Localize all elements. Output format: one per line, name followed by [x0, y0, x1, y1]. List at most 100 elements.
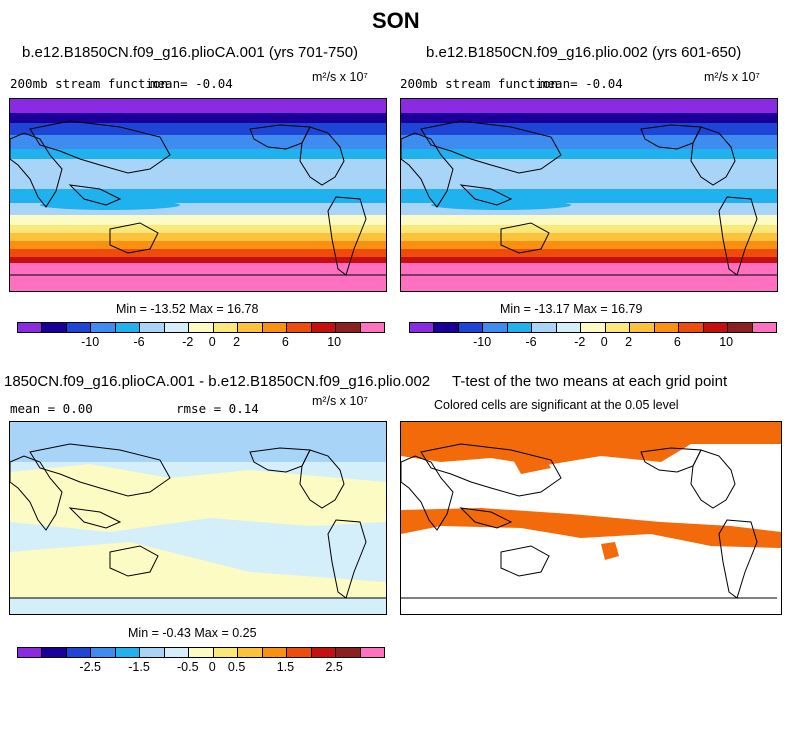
colorbar-swatch: [140, 648, 165, 657]
coastline-5: [68, 507, 122, 529]
panel3-title: 1850CN.f09_g16.plioCA.001 - b.e12.B1850C…: [4, 373, 431, 390]
colorbar-swatch: [605, 323, 631, 332]
panel4-title: T-test of the two means at each grid poi…: [452, 373, 728, 390]
colorbar-bottom: [17, 647, 385, 658]
contour-band-5: [10, 159, 386, 189]
colorbar-tick-label: -2: [574, 335, 586, 349]
coastline-2: [401, 455, 454, 531]
coastline-0: [299, 126, 345, 186]
panel3-units: m²/s x 10⁷: [312, 394, 368, 408]
colorbar-tick-label: 0: [208, 335, 216, 349]
figure-title: SON: [372, 8, 420, 33]
colorbar-swatch: [18, 648, 43, 657]
panel4-map: [400, 421, 782, 615]
sig-north: [401, 422, 781, 466]
colorbar-tick-label: -10: [81, 335, 100, 349]
contour-band-13: [401, 257, 777, 263]
panel2-variable-label: 200mb stream function: [400, 76, 559, 91]
colorbar-swatch: [287, 648, 312, 657]
colorbar-swatch: [189, 648, 214, 657]
colorbar-tick-label: 1.5: [276, 660, 295, 674]
panel3-mean: mean = 0.00: [10, 401, 93, 416]
colorbar-tick-label: 0: [600, 335, 608, 349]
colorbar-swatch: [91, 323, 116, 332]
colorbar-swatch: [728, 323, 753, 332]
colorbar-tick-label: 6: [673, 335, 681, 349]
coastline-6: [640, 124, 702, 150]
contour-band-8: [10, 215, 386, 225]
colorbar-tick-label: -6: [133, 335, 145, 349]
colorbar-swatch: [42, 323, 67, 332]
contour-band-6: [10, 189, 386, 203]
panel1-title: b.e12.B1850CN.f09_g16.plioCA.001 (yrs 70…: [22, 44, 359, 61]
coastline-3: [29, 443, 171, 497]
panel4-significance-field: [401, 422, 781, 599]
coastline-4: [109, 222, 159, 254]
colorbar-swatch: [336, 648, 361, 657]
coastline-4: [500, 222, 550, 254]
contour-band-11: [401, 241, 777, 249]
contour-band-6: [401, 189, 777, 203]
contour-band-1: [10, 113, 386, 123]
colorbar-swatch: [336, 323, 361, 332]
contour-band-9: [401, 225, 777, 233]
colorbar-tick-label: 10: [327, 335, 342, 349]
coastline-2: [10, 455, 63, 531]
colorbar-swatch: [262, 323, 288, 332]
colorbar-tick-label: -2.5: [79, 660, 101, 674]
panel2-mean: mean= -0.04: [540, 76, 623, 91]
panel2-units: m²/s x 10⁷: [704, 70, 760, 84]
sig-south-band: [401, 508, 781, 548]
colorbar-swatch: [410, 323, 435, 332]
colorbar-swatch: [654, 323, 680, 332]
coastline-5: [459, 507, 513, 529]
colorbar-tick-label: -2: [182, 335, 194, 349]
panel1-mean: mean= -0.04: [150, 76, 233, 91]
colorbar-swatch: [262, 648, 288, 657]
contour-band-11: [10, 241, 386, 249]
colorbar-swatch: [66, 648, 92, 657]
panel2-map: [400, 98, 778, 292]
colorbar-swatch: [91, 648, 116, 657]
colorbar-swatch: [703, 323, 729, 332]
coastline-2: [401, 132, 454, 208]
contour-band-4: [401, 149, 777, 159]
contour-cell: [431, 200, 571, 210]
colorbar-tick-label: -6: [525, 335, 537, 349]
colorbar-swatch: [311, 323, 337, 332]
panel2-stats: Min = -13.17 Max = 16.79: [500, 302, 643, 316]
diff-south-positive: [10, 542, 386, 598]
contour-band-12: [10, 249, 386, 257]
contour-band-8: [401, 215, 777, 225]
colorbar-swatch: [140, 323, 165, 332]
colorbar-swatch: [434, 323, 459, 332]
contour-band-10: [10, 233, 386, 241]
colorbar-swatch: [66, 323, 92, 332]
colorbar-tick-label: 2: [233, 335, 241, 349]
colorbar-swatch: [213, 323, 239, 332]
colorbar-swatch: [483, 323, 508, 332]
panel1-units: m²/s x 10⁷: [312, 70, 368, 84]
colorbar-swatch: [507, 323, 533, 332]
contour-band-0: [401, 99, 777, 113]
colorbar-tick-label: 0: [208, 660, 216, 674]
colorbar-tick-label: 2.5: [325, 660, 343, 674]
panel3-map: [9, 421, 387, 615]
contour-band-9: [10, 225, 386, 233]
contour-band-14: [401, 263, 777, 291]
contour-band-1: [401, 113, 777, 123]
contour-band-3: [401, 135, 777, 149]
colorbar-swatch: [189, 323, 214, 332]
contour-band-5: [401, 159, 777, 189]
colorbar-tick-label: 2: [625, 335, 633, 349]
panel1-map: [9, 98, 387, 292]
coastline-5: [459, 184, 513, 206]
colorbar-swatch: [115, 323, 141, 332]
colorbar-swatch: [630, 323, 655, 332]
diff-north-band: [10, 422, 386, 462]
panel1-variable-label: 200mb stream function: [10, 76, 169, 91]
colorbar-swatch: [360, 648, 385, 657]
diff-tropical-positive: [10, 464, 386, 532]
colorbar-swatch: [532, 323, 557, 332]
colorbar-tick-label: -1.5: [128, 660, 150, 674]
